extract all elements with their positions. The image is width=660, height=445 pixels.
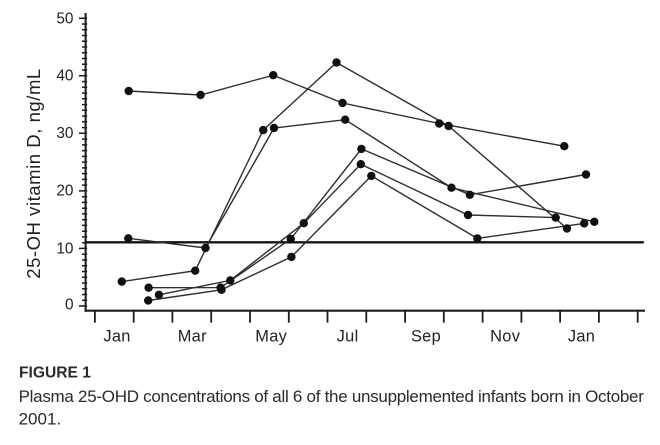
svg-text:Jan: Jan (568, 328, 595, 346)
svg-text:30: 30 (56, 125, 73, 142)
svg-text:Plasma 25-OHD concentrations o: Plasma 25-OHD concentrations of all 6 of… (19, 387, 645, 406)
svg-text:Sep: Sep (411, 328, 441, 346)
svg-text:May: May (255, 328, 287, 346)
svg-text:25-OH vitamin D, ng/mL: 25-OH vitamin D, ng/mL (23, 68, 44, 279)
svg-text:FIGURE 1: FIGURE 1 (19, 365, 91, 382)
svg-text:Nov: Nov (490, 328, 521, 346)
svg-text:Mar: Mar (178, 328, 207, 346)
svg-text:2001.: 2001. (19, 410, 62, 429)
svg-text:Jul: Jul (337, 328, 359, 346)
svg-text:50: 50 (56, 11, 73, 28)
svg-text:Jan: Jan (103, 328, 130, 346)
svg-text:10: 10 (56, 240, 73, 257)
svg-text:0: 0 (65, 297, 74, 314)
svg-text:20: 20 (56, 183, 73, 200)
svg-text:40: 40 (56, 68, 73, 85)
